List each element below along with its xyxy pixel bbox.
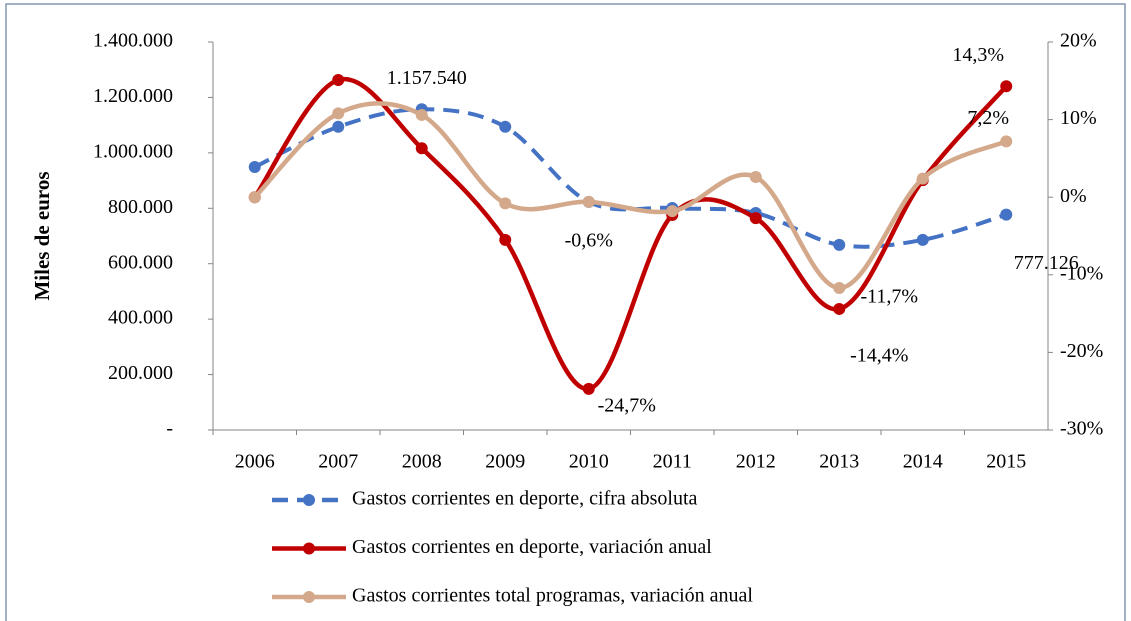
y2-tick-label: 20% xyxy=(1060,30,1097,52)
y2-tick-label: -30% xyxy=(1060,418,1103,440)
x-tick-label: 2009 xyxy=(485,451,525,473)
point-marker xyxy=(916,233,929,246)
x-tick-label: 2010 xyxy=(569,451,609,473)
data-label: 14,3% xyxy=(952,44,1004,66)
point-marker xyxy=(499,233,512,246)
legend-marker xyxy=(303,494,315,506)
data-label: -24,7% xyxy=(598,394,656,416)
point-marker xyxy=(499,120,512,133)
point-marker xyxy=(833,238,846,251)
chart-frame xyxy=(5,3,1126,621)
y-tick-label: 600.000 xyxy=(108,251,173,273)
point-marker xyxy=(1000,208,1013,221)
data-label: 777.126 xyxy=(1014,252,1079,274)
y2-tick-label: -10% xyxy=(1060,262,1103,284)
legend-marker xyxy=(303,542,315,555)
y-tick-label: 1.400.000 xyxy=(93,30,173,52)
point-marker xyxy=(582,195,595,208)
y-tick-label: 1.200.000 xyxy=(93,85,173,107)
series-line xyxy=(253,107,1007,249)
y-tick-label: - xyxy=(166,418,173,440)
point-marker xyxy=(248,191,261,204)
point-marker xyxy=(332,74,345,87)
x-tick-label: 2007 xyxy=(318,451,358,473)
point-marker xyxy=(833,302,846,315)
point-marker xyxy=(332,107,345,120)
x-tick-label: 2011 xyxy=(653,451,692,473)
point-marker xyxy=(415,142,428,155)
x-tick-label: 2013 xyxy=(819,451,859,473)
y2-tick-label: -20% xyxy=(1060,340,1103,362)
x-tick-label: 2008 xyxy=(402,451,442,473)
point-marker xyxy=(248,160,261,173)
y2-tick-label: 10% xyxy=(1060,107,1097,129)
point-marker xyxy=(749,212,762,225)
x-tick-label: 2006 xyxy=(235,451,275,473)
y2-tick-label: 0% xyxy=(1060,185,1087,207)
point-marker xyxy=(1000,80,1013,93)
point-marker xyxy=(1000,135,1013,148)
point-marker xyxy=(582,382,595,395)
x-tick-label: 2014 xyxy=(903,451,943,473)
x-tick-label: 2015 xyxy=(986,451,1026,473)
y-tick-label: 200.000 xyxy=(108,362,173,384)
x-tick-label: 2012 xyxy=(736,451,776,473)
point-marker xyxy=(916,172,929,185)
point-marker xyxy=(666,205,679,218)
point-marker xyxy=(415,108,428,121)
y-tick-label: 400.000 xyxy=(108,307,173,329)
point-marker xyxy=(332,120,345,133)
legend-marker xyxy=(303,591,315,603)
data-label: 1.157.540 xyxy=(387,67,467,89)
y-axis-title: Miles de euros xyxy=(30,171,54,300)
y-tick-label: 800.000 xyxy=(108,196,173,218)
series-line xyxy=(253,101,1008,291)
data-label: -0,6% xyxy=(565,229,613,251)
data-label: -11,7% xyxy=(860,286,918,308)
point-marker xyxy=(749,171,762,184)
legend-label: Gastos corrientes en deporte, variación … xyxy=(352,536,712,558)
legend-label: Gastos corrientes total programas, varia… xyxy=(352,585,753,607)
point-marker xyxy=(833,281,846,294)
data-label: 7,2% xyxy=(967,107,1009,129)
point-marker xyxy=(499,197,512,210)
legend-label: Gastos corrientes en deporte, cifra abso… xyxy=(352,488,698,510)
data-label: -14,4% xyxy=(850,345,908,367)
y-tick-label: 1.000.000 xyxy=(93,140,173,162)
series-line xyxy=(252,76,1008,392)
